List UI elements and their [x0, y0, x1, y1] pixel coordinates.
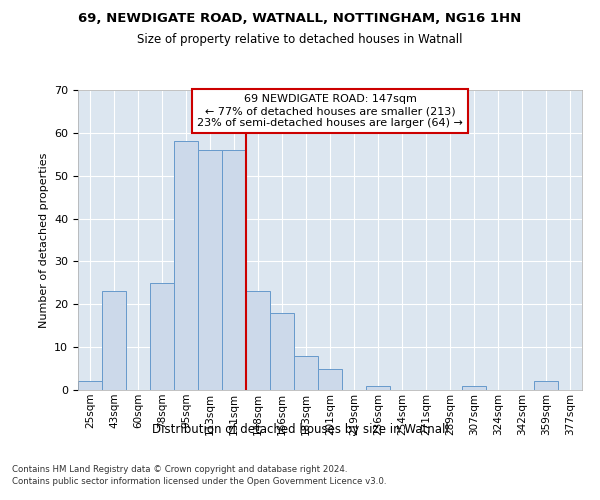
Bar — [198, 150, 222, 390]
Text: 69 NEWDIGATE ROAD: 147sqm
← 77% of detached houses are smaller (213)
23% of semi: 69 NEWDIGATE ROAD: 147sqm ← 77% of detac… — [197, 94, 463, 128]
Bar — [78, 382, 102, 390]
Bar — [150, 283, 174, 390]
Bar — [318, 368, 342, 390]
Text: 69, NEWDIGATE ROAD, WATNALL, NOTTINGHAM, NG16 1HN: 69, NEWDIGATE ROAD, WATNALL, NOTTINGHAM,… — [79, 12, 521, 26]
Y-axis label: Number of detached properties: Number of detached properties — [38, 152, 49, 328]
Text: Size of property relative to detached houses in Watnall: Size of property relative to detached ho… — [137, 32, 463, 46]
Bar — [294, 356, 318, 390]
Bar — [246, 292, 270, 390]
Bar — [270, 313, 294, 390]
Bar — [222, 150, 246, 390]
Text: Distribution of detached houses by size in Watnall: Distribution of detached houses by size … — [152, 422, 448, 436]
Text: Contains public sector information licensed under the Open Government Licence v3: Contains public sector information licen… — [12, 478, 386, 486]
Bar — [462, 386, 486, 390]
Text: Contains HM Land Registry data © Crown copyright and database right 2024.: Contains HM Land Registry data © Crown c… — [12, 465, 347, 474]
Bar — [534, 382, 558, 390]
Bar — [366, 386, 390, 390]
Bar — [174, 142, 198, 390]
Bar — [102, 292, 126, 390]
